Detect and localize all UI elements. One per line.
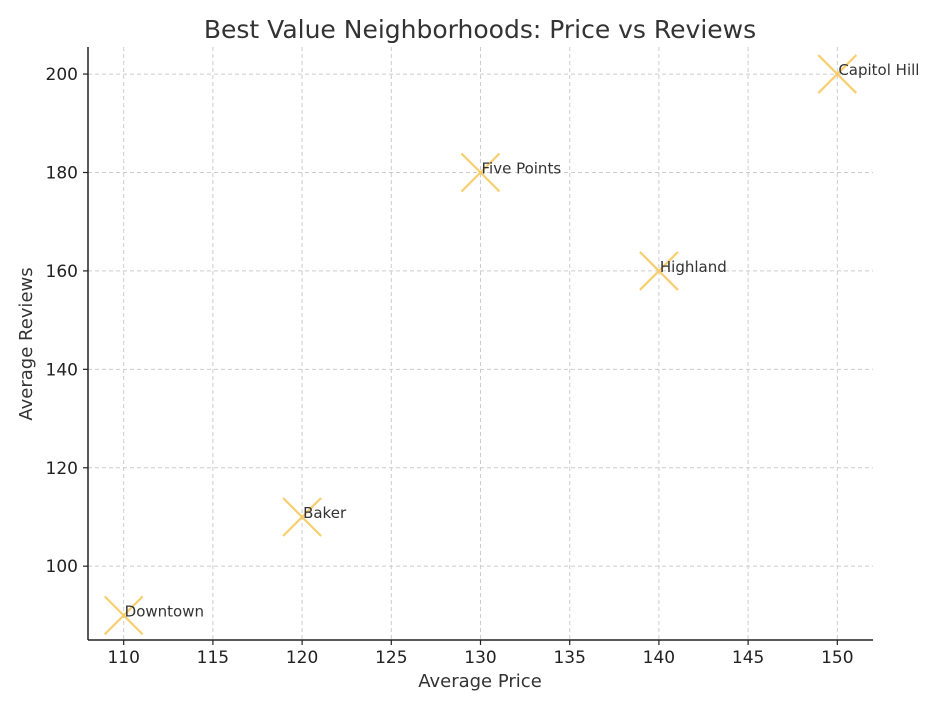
x-tick-label: 145 bbox=[732, 648, 764, 668]
x-axis-label: Average Price bbox=[418, 671, 542, 692]
x-marker-stroke bbox=[282, 497, 322, 537]
grid bbox=[88, 47, 873, 640]
data-point: Highland bbox=[639, 251, 727, 291]
x-tick-label: 150 bbox=[821, 648, 853, 668]
point-label: Baker bbox=[303, 504, 347, 522]
data-point: Downtown bbox=[103, 595, 204, 636]
x-marker-stroke bbox=[639, 251, 679, 291]
x-marker-stroke bbox=[460, 152, 501, 193]
x-tick-label: 120 bbox=[286, 648, 318, 668]
y-tick-label: 200 bbox=[46, 65, 78, 85]
point-label: Five Points bbox=[482, 159, 562, 177]
axes: 110 115 120 125 130 135 140 145 150 100 120 140 160 1… bbox=[46, 47, 873, 668]
x-marker-stroke bbox=[817, 54, 858, 94]
x-marker-stroke bbox=[103, 595, 144, 636]
x-tick-label: 110 bbox=[107, 648, 139, 668]
data-points: Downtown Baker Five Points Highland Capitol … bbox=[103, 54, 919, 636]
data-point: Baker bbox=[282, 497, 347, 537]
y-tick-label: 140 bbox=[46, 360, 78, 380]
y-tick-label: 100 bbox=[46, 557, 78, 577]
chart-title: Best Value Neighborhoods: Price vs Revie… bbox=[204, 15, 756, 44]
x-tick-label: 125 bbox=[375, 648, 407, 668]
point-label: Highland bbox=[660, 258, 727, 276]
x-tick-label: 130 bbox=[464, 648, 496, 668]
x-tick-label: 115 bbox=[197, 648, 229, 668]
y-tick-label: 180 bbox=[46, 163, 78, 183]
y-tick-label: 160 bbox=[46, 262, 78, 282]
data-point: Five Points bbox=[460, 152, 562, 193]
x-tick-label: 135 bbox=[553, 648, 585, 668]
data-point: Capitol Hill bbox=[817, 54, 919, 94]
y-tick-label: 120 bbox=[46, 459, 78, 479]
point-label: Downtown bbox=[125, 602, 204, 620]
y-axis-label: Average Reviews bbox=[16, 267, 37, 420]
x-tick-label: 140 bbox=[643, 648, 675, 668]
point-label: Capitol Hill bbox=[838, 61, 919, 79]
